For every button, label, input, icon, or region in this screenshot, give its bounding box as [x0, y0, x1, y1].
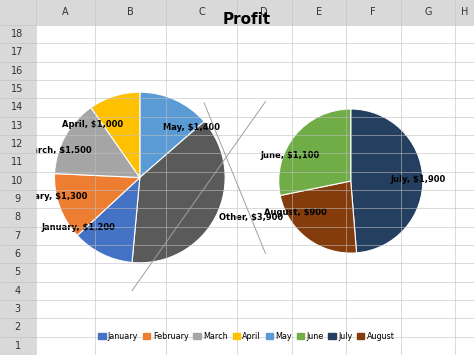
- Wedge shape: [280, 181, 356, 253]
- Text: H: H: [461, 7, 468, 17]
- Wedge shape: [55, 108, 140, 178]
- Text: June, $1,100: June, $1,100: [261, 152, 320, 160]
- Text: August, $900: August, $900: [264, 208, 327, 217]
- Text: 16: 16: [11, 66, 24, 76]
- Text: Other, $3,900: Other, $3,900: [219, 213, 283, 222]
- Text: 17: 17: [11, 47, 24, 58]
- Text: February, $1,300: February, $1,300: [8, 192, 88, 201]
- Text: 8: 8: [15, 212, 20, 223]
- Wedge shape: [77, 178, 140, 262]
- Text: 10: 10: [11, 176, 24, 186]
- Text: B: B: [127, 7, 134, 17]
- Text: 11: 11: [11, 157, 24, 168]
- Text: April, $1,000: April, $1,000: [62, 120, 123, 129]
- Text: 6: 6: [15, 249, 20, 259]
- Wedge shape: [132, 121, 225, 263]
- Text: May, $1,400: May, $1,400: [163, 122, 220, 131]
- Text: F: F: [371, 7, 376, 17]
- Text: 13: 13: [11, 121, 24, 131]
- Text: A: A: [62, 7, 68, 17]
- Text: 2: 2: [14, 322, 21, 333]
- Wedge shape: [91, 92, 140, 178]
- Text: 15: 15: [11, 84, 24, 94]
- Wedge shape: [351, 109, 423, 253]
- Text: Profit: Profit: [222, 12, 271, 27]
- Wedge shape: [55, 174, 140, 235]
- Text: C: C: [198, 7, 205, 17]
- Text: 9: 9: [15, 194, 20, 204]
- Text: E: E: [316, 7, 322, 17]
- Text: D: D: [260, 7, 268, 17]
- Text: 3: 3: [15, 304, 20, 314]
- Text: 4: 4: [15, 286, 20, 296]
- Text: January, $1,200: January, $1,200: [41, 223, 115, 232]
- Wedge shape: [279, 109, 351, 196]
- Text: 7: 7: [14, 231, 21, 241]
- Text: G: G: [424, 7, 431, 17]
- Text: 1: 1: [15, 341, 20, 351]
- Text: 14: 14: [11, 102, 24, 113]
- Text: July, $1,900: July, $1,900: [391, 175, 446, 184]
- Text: 5: 5: [14, 267, 21, 278]
- Text: 18: 18: [11, 29, 24, 39]
- Text: 12: 12: [11, 139, 24, 149]
- Wedge shape: [140, 92, 204, 178]
- Legend: January, February, March, April, May, June, July, August: January, February, March, April, May, Ju…: [95, 328, 398, 344]
- Text: March, $1,500: March, $1,500: [24, 146, 91, 155]
